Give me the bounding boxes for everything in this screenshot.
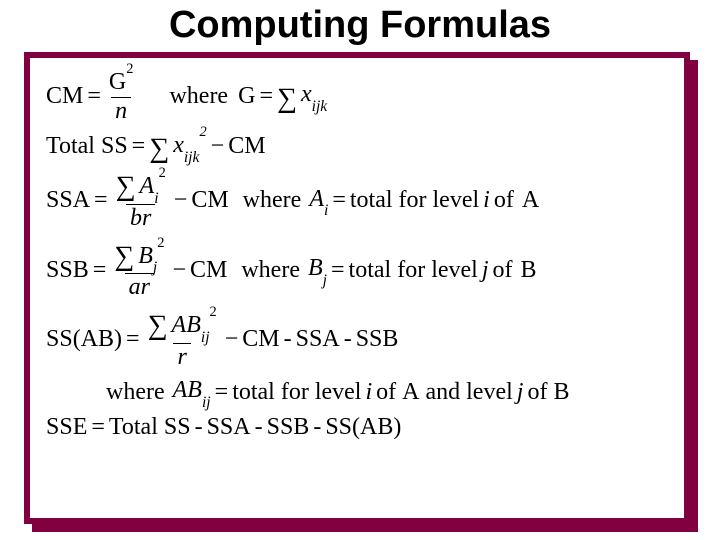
ssb-eq: = [93,257,107,285]
ssabw-eq: = [215,379,229,407]
ssb-j: j [482,257,489,285]
ssab-frac: ∑ABij2 r [144,308,221,371]
ssb-cm: CM [190,257,227,285]
tss-sum: ∑ [149,133,169,165]
ssb-den: ar [125,273,154,302]
ssa-i: i [483,187,490,215]
ssa-lhs: SSA [46,187,90,215]
ssabw-B: B [553,379,569,407]
ssa-def-eq: = [332,187,346,215]
ssa-A: A [522,187,539,215]
ssa-Ai: Ai [309,186,328,217]
sse-d2: - [255,414,263,442]
formula-ssa: SSA = ∑Ai2 br − CM where Ai = total for … [46,169,668,232]
ssb-where: where [241,257,300,285]
ssab-d2: - [344,326,352,354]
ssab-ssa: SSA [296,326,340,354]
sse-ssab: SS(AB) [325,414,401,442]
tss-eq: = [132,133,146,161]
ssabw-of2: of [527,379,547,407]
ssb-B: B [521,257,537,285]
ssb-def-eq: = [331,257,345,285]
ssabw-A: A [402,379,419,407]
sse-lhs: SSE [46,414,87,442]
ssab-d1: - [284,326,292,354]
page-title: Computing Formulas [0,0,720,53]
ssb-frac: ∑Bj2 ar [110,239,168,302]
ssa-num: ∑Ai2 [112,169,170,204]
ssab-eq: = [126,326,140,354]
ssab-cm: CM [242,326,279,354]
ssb-minus: − [172,257,186,285]
g-eq: = [259,83,273,111]
cm-den: n [111,97,131,126]
ssab-den: r [173,343,190,372]
ssa-of: of [494,187,514,215]
ssa-cm: CM [191,187,228,215]
ssb-def-text: total for level [349,257,478,285]
g-lhs: G [238,83,255,111]
ssabw-of: of [376,379,396,407]
ssabw-where: where [106,379,165,407]
sse-d1: - [195,414,203,442]
ssa-where: where [243,187,302,215]
sse-eq: = [91,414,105,442]
ssa-def-text: total for level [350,187,479,215]
formula-total-ss: Total SS = ∑ xijk2 − CM [46,131,668,163]
sse-ssa: SSA [207,414,251,442]
formula-panel: CM = G2 n where G = ∑ xijk Total SS = ∑ [30,58,684,518]
cm-eq: = [87,83,101,111]
ssabw-and: and level [425,379,512,407]
tss-x: xijk2 [173,131,206,163]
tss-cm: CM [228,133,265,161]
ssabw-i: i [365,379,372,407]
ssa-frac: ∑Ai2 br [112,169,170,232]
ssa-minus: − [174,187,188,215]
tss-lhs: Total SS [46,133,128,161]
sse-d3: - [313,414,321,442]
ssb-Bj: Bj [308,255,327,286]
ssab-lhs: SS(AB) [46,326,122,354]
formula-cm: CM = G2 n where G = ∑ xijk [46,68,668,125]
ssabw-AB: ABij [173,377,211,408]
formula-ssab: SS(AB) = ∑ABij2 r − CM - SSA - SSB [46,308,668,371]
sse-ssb: SSB [267,414,310,442]
sse-total: Total SS [109,414,191,442]
cm-num: G2 [105,68,138,97]
ssa-den: br [126,204,155,233]
ssa-eq: = [94,187,108,215]
cm-frac: G2 n [105,68,138,125]
ssb-num: ∑Bj2 [110,239,168,274]
ssabw-j: j [517,379,524,407]
formula-sse: SSE = Total SS - SSA - SSB - SS(AB) [46,414,668,442]
ssab-minus: − [225,326,239,354]
formula-ssab-where: where ABij = total for level i of A and … [46,377,668,408]
frame-border: CM = G2 n where G = ∑ xijk Total SS = ∑ [24,52,690,524]
ssab-num: ∑ABij2 [144,308,221,343]
cm-where: where [169,83,228,111]
g-x: xijk [301,81,327,112]
ssb-lhs: SSB [46,257,89,285]
ssb-of: of [493,257,513,285]
tss-minus: − [211,133,225,161]
g-sum: ∑ [277,83,297,115]
ssabw-t1: total for level [232,379,361,407]
ssab-ssb: SSB [356,326,399,354]
cm-lhs: CM [46,83,83,111]
formula-ssb: SSB = ∑Bj2 ar − CM where Bj = total for … [46,239,668,302]
